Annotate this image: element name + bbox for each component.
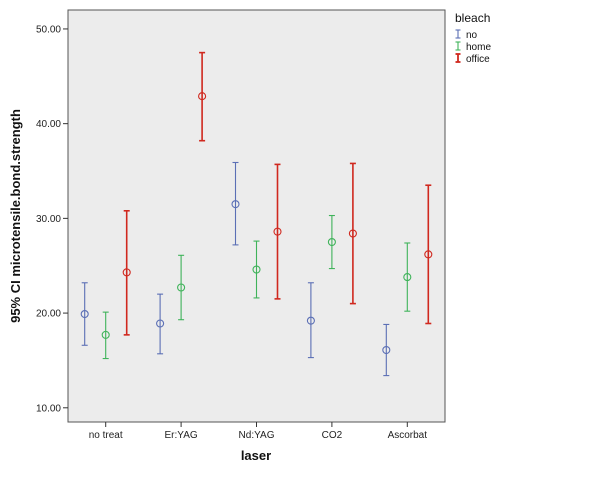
mean-point-home bbox=[252, 265, 261, 274]
x-axis: no treat Er:YAG Nd:YAG CO2 Ascorbat bbox=[89, 422, 428, 441]
legend-label: no bbox=[466, 30, 478, 41]
error-bar-no bbox=[156, 293, 165, 355]
mean-point-office bbox=[348, 229, 357, 238]
error-bar-home bbox=[101, 311, 110, 360]
error-bar-office bbox=[348, 162, 357, 305]
legend-item-no: no bbox=[455, 29, 478, 41]
x-axis-title: laser bbox=[241, 448, 271, 463]
mean-point-no bbox=[80, 309, 89, 319]
mean-point-home bbox=[327, 237, 336, 247]
legend-title: bleach bbox=[455, 11, 490, 25]
y-tick-label: 40.00 bbox=[36, 119, 61, 130]
y-axis: 10.00 20.00 30.00 40.00 50.00 bbox=[36, 24, 68, 414]
x-tick-label: CO2 bbox=[322, 430, 343, 441]
error-bar-no bbox=[231, 161, 240, 246]
mean-point-no bbox=[156, 319, 165, 328]
y-tick-label: 50.00 bbox=[36, 24, 61, 35]
chart-marks bbox=[80, 51, 433, 377]
y-tick-label: 30.00 bbox=[36, 214, 61, 225]
error-bar-office bbox=[273, 163, 282, 300]
mean-point-home bbox=[101, 330, 110, 339]
mean-point-no bbox=[306, 316, 315, 325]
plot-area bbox=[67, 9, 446, 423]
x-tick-label: Ascorbat bbox=[388, 430, 428, 441]
x-tick-label: no treat bbox=[89, 430, 123, 441]
x-tick-label: Nd:YAG bbox=[239, 430, 275, 441]
error-bar-home bbox=[252, 240, 261, 299]
error-bar-office bbox=[122, 209, 131, 336]
legend-item-home: home bbox=[455, 41, 491, 53]
error-bar-home bbox=[177, 254, 186, 321]
error-bar-home bbox=[327, 214, 336, 270]
mean-point-office bbox=[122, 268, 131, 277]
y-tick-label: 20.00 bbox=[36, 309, 61, 320]
x-tick-label: Er:YAG bbox=[165, 430, 198, 441]
legend-label: office bbox=[466, 54, 490, 65]
mean-point-office bbox=[424, 250, 433, 259]
error-bar-office bbox=[198, 51, 207, 142]
mean-point-home bbox=[403, 273, 412, 282]
mean-point-office bbox=[198, 92, 207, 101]
mean-point-no bbox=[382, 345, 391, 355]
mean-point-office bbox=[273, 227, 282, 236]
y-tick-label: 10.00 bbox=[36, 403, 61, 414]
y-axis-title: 95% CI microtensile.bond.strength bbox=[8, 109, 23, 323]
error-bar-no bbox=[80, 282, 89, 346]
error-bar-no bbox=[382, 323, 391, 377]
mean-point-home bbox=[177, 283, 186, 292]
error-bar-office bbox=[424, 184, 433, 325]
error-bar-home bbox=[403, 242, 412, 312]
mean-point-no bbox=[231, 200, 240, 209]
legend-label: home bbox=[466, 42, 491, 53]
legend-item-office: office bbox=[455, 53, 490, 65]
error-bar-no bbox=[306, 282, 315, 359]
